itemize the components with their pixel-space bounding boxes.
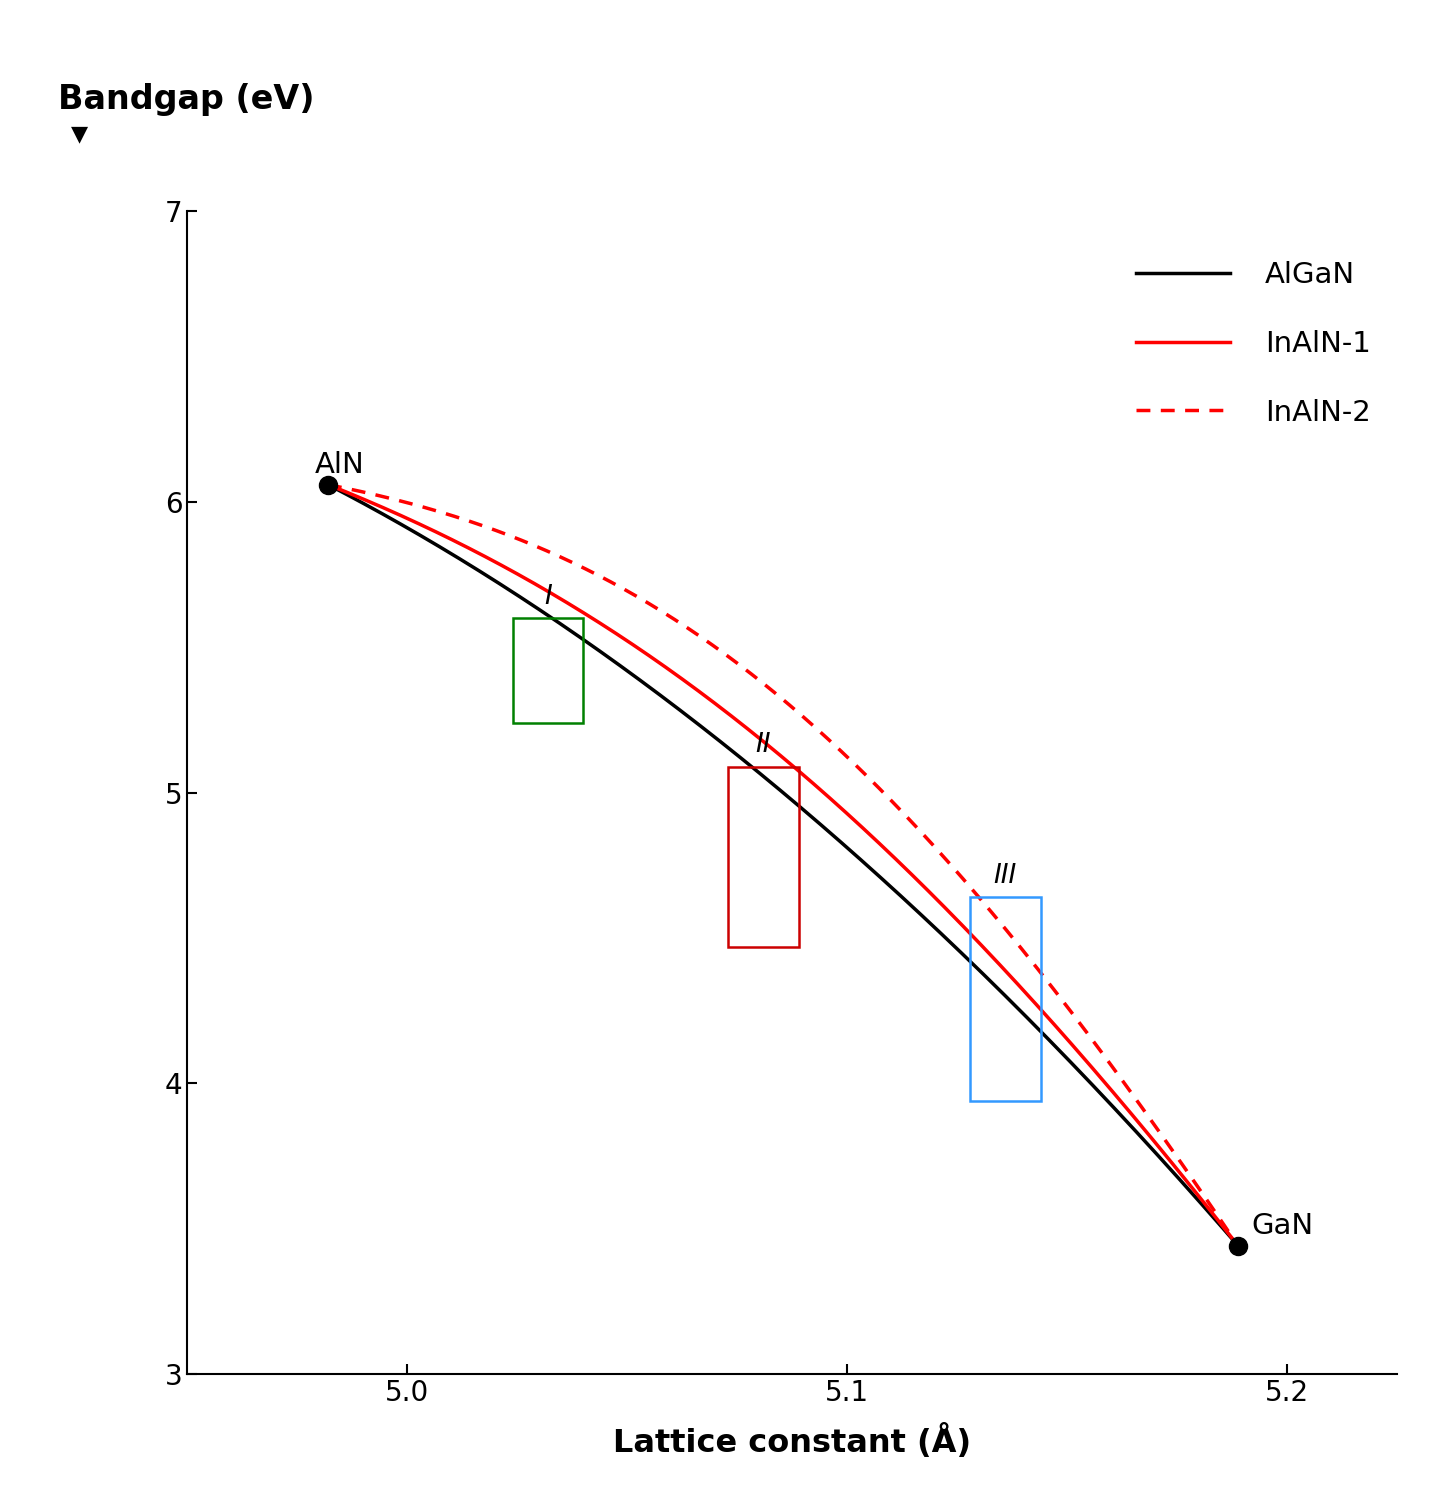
Legend: AlGaN, InAlN-1, InAlN-2: AlGaN, InAlN-1, InAlN-2 xyxy=(1125,249,1382,438)
Bar xyxy=(971,897,1041,1101)
Text: I: I xyxy=(544,584,552,610)
Text: II: II xyxy=(756,732,772,758)
Bar xyxy=(513,619,583,723)
X-axis label: Lattice constant (Å): Lattice constant (Å) xyxy=(613,1424,971,1459)
Text: ▼: ▼ xyxy=(71,124,88,143)
Text: Bandgap (eV): Bandgap (eV) xyxy=(58,83,314,116)
Text: GaN: GaN xyxy=(1251,1213,1313,1240)
Text: AlN: AlN xyxy=(315,451,364,479)
Text: III: III xyxy=(994,862,1017,889)
Bar xyxy=(729,767,799,947)
